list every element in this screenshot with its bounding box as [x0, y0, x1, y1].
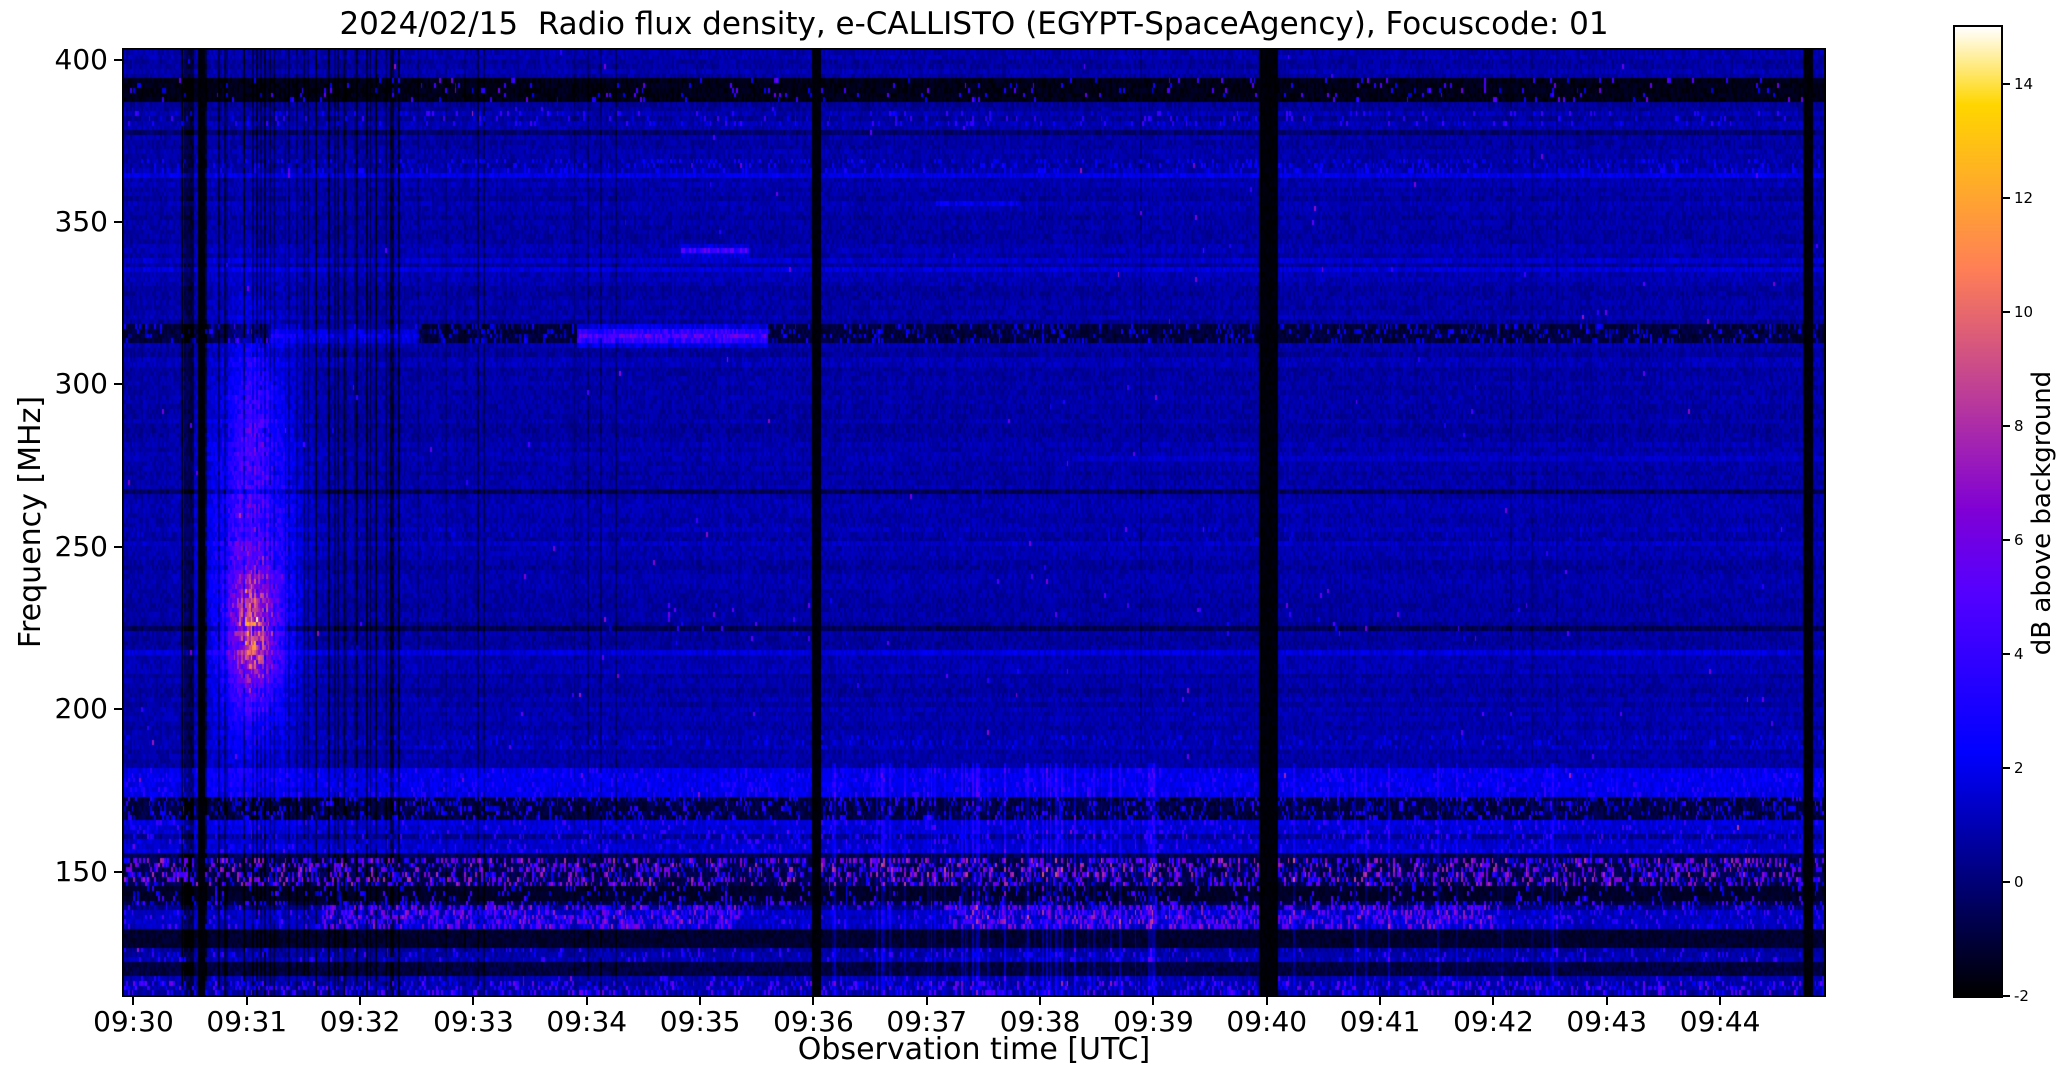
x-tick-mark — [1605, 997, 1608, 1005]
x-tick-label: 09:34 — [546, 1005, 628, 1038]
y-tick-label: 350 — [54, 205, 108, 239]
x-tick-label: 09:32 — [319, 1005, 401, 1038]
y-tick-mark — [114, 383, 122, 386]
colorbar-tick-mark — [2003, 881, 2010, 883]
x-tick-label: 09:43 — [1566, 1005, 1648, 1038]
x-tick-label: 09:33 — [433, 1005, 514, 1038]
x-tick-mark — [132, 997, 135, 1005]
x-tick-label: 09:31 — [206, 1005, 288, 1038]
colorbar — [1953, 25, 2003, 998]
x-tick-label: 09:39 — [1113, 1005, 1194, 1038]
colorbar-label: dB above background — [2027, 370, 2057, 656]
y-tick-label: 200 — [54, 692, 108, 726]
x-tick-mark — [812, 997, 815, 1005]
colorbar-tick-label: 6 — [2014, 531, 2024, 549]
x-tick-label: 09:42 — [1453, 1005, 1534, 1038]
x-tick-label: 09:41 — [1339, 1005, 1421, 1038]
plot-area — [122, 48, 1826, 997]
x-tick-mark — [1719, 997, 1722, 1005]
colorbar-tick-mark — [2003, 197, 2010, 199]
y-tick-mark — [114, 58, 122, 61]
spectrogram-canvas — [124, 50, 1824, 995]
x-tick-label: 09:30 — [93, 1005, 174, 1038]
x-tick-mark — [1379, 997, 1382, 1005]
colorbar-tick-label: 4 — [2014, 645, 2024, 663]
colorbar-tick-label: 8 — [2014, 417, 2024, 435]
x-tick-mark — [472, 997, 475, 1005]
y-tick-label: 300 — [54, 367, 108, 401]
y-tick-label: 400 — [54, 42, 108, 76]
colorbar-tick-label: -2 — [2014, 987, 2029, 1005]
colorbar-tick-label: 0 — [2014, 873, 2024, 891]
colorbar-tick-label: 14 — [2014, 75, 2034, 93]
y-tick-mark — [114, 870, 122, 873]
x-tick-mark — [585, 997, 588, 1005]
y-tick-mark — [114, 545, 122, 548]
x-tick-mark — [699, 997, 702, 1005]
colorbar-tick-mark — [2003, 83, 2010, 85]
colorbar-tick-mark — [2003, 653, 2010, 655]
colorbar-tick-mark — [2003, 425, 2010, 427]
x-tick-label: 09:35 — [659, 1005, 741, 1038]
y-tick-mark — [114, 221, 122, 224]
plot-title: 2024/02/15 Radio flux density, e-CALLIST… — [339, 6, 1609, 42]
x-tick-mark — [1039, 997, 1042, 1005]
colorbar-tick-label: 2 — [2014, 759, 2024, 777]
x-tick-mark — [1265, 997, 1268, 1005]
x-tick-label: 09:36 — [773, 1005, 854, 1038]
x-tick-mark — [1152, 997, 1155, 1005]
x-tick-mark — [359, 997, 362, 1005]
colorbar-tick-mark — [2003, 539, 2010, 541]
x-tick-mark — [1492, 997, 1495, 1005]
x-tick-label: 09:38 — [999, 1005, 1081, 1038]
x-tick-label: 09:40 — [1226, 1005, 1308, 1038]
x-tick-mark — [245, 997, 248, 1005]
colorbar-tick-label: 12 — [2014, 189, 2034, 207]
colorbar-tick-mark — [2003, 767, 2010, 769]
x-tick-label: 09:44 — [1679, 1005, 1761, 1038]
y-tick-mark — [114, 708, 122, 711]
y-tick-label: 250 — [54, 529, 108, 563]
x-axis-label: Observation time [UTC] — [797, 1032, 1151, 1067]
colorbar-tick-mark — [2003, 311, 2010, 313]
colorbar-gradient — [1955, 27, 2001, 996]
y-tick-label: 150 — [54, 854, 108, 888]
colorbar-tick-mark — [2003, 995, 2010, 997]
colorbar-tick-label: 10 — [2014, 303, 2034, 321]
x-tick-mark — [925, 997, 928, 1005]
x-tick-label: 09:37 — [886, 1005, 968, 1038]
